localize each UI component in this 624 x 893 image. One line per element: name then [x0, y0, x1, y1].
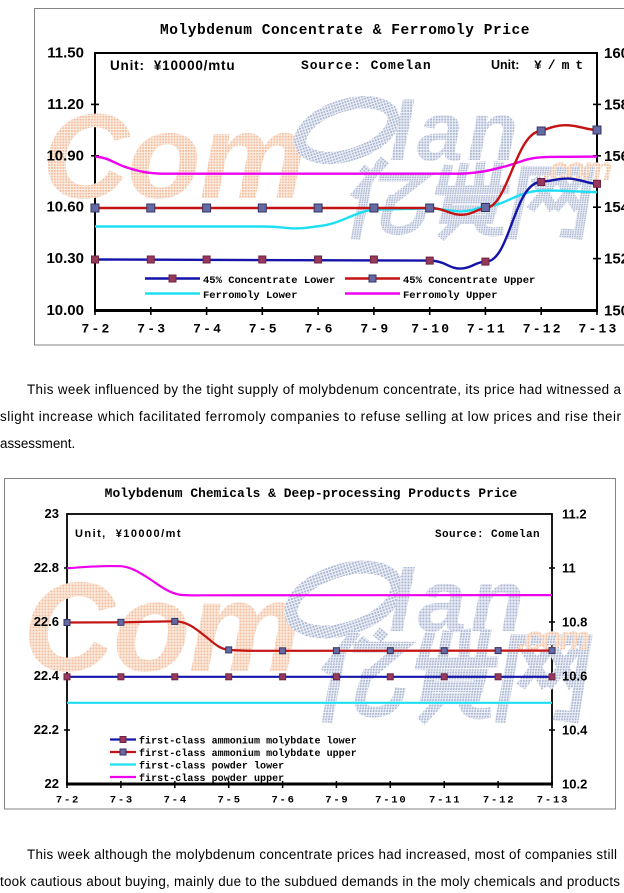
- svg-text:7-9: 7-9: [360, 322, 390, 337]
- svg-text:45% Concentrate Upper: 45% Concentrate Upper: [403, 275, 535, 287]
- svg-text:slight increase which facilita: slight increase which facilitated ferrom…: [0, 409, 622, 424]
- svg-text:7-5: 7-5: [218, 795, 242, 807]
- svg-text:7-13: 7-13: [537, 795, 569, 807]
- svg-text:158: 158: [604, 96, 624, 113]
- svg-text:¥/mt: ¥/mt: [534, 58, 589, 73]
- svg-text:Molybdenum Concentrate & Ferro: Molybdenum Concentrate & Ferromoly Price: [160, 23, 530, 39]
- svg-text:lan: lan: [389, 551, 528, 650]
- svg-text:7-12: 7-12: [483, 795, 515, 807]
- svg-text:first-class ammonium molybdate: first-class ammonium molybdate upper: [139, 748, 357, 760]
- svg-text:10.60: 10.60: [46, 199, 84, 216]
- svg-text:22.8: 22.8: [34, 560, 59, 575]
- svg-text:7-6: 7-6: [305, 322, 335, 337]
- svg-text:7-5: 7-5: [249, 322, 279, 337]
- svg-text:22.2: 22.2: [34, 722, 59, 737]
- svg-text:Unit:: Unit:: [491, 58, 526, 72]
- svg-text:7-3: 7-3: [110, 795, 134, 807]
- svg-text:Source: Comelan: Source: Comelan: [301, 58, 432, 73]
- svg-text:Source: Comelan: Source: Comelan: [435, 529, 540, 541]
- svg-text:11: 11: [562, 561, 576, 576]
- svg-text:10.6: 10.6: [562, 669, 587, 684]
- svg-text:Unit, ¥10000/mt: Unit, ¥10000/mt: [75, 528, 182, 540]
- svg-text:Com: Com: [42, 89, 305, 224]
- svg-text:took cautious about buying, ma: took cautious about buying, mainly due t…: [0, 874, 620, 889]
- svg-text:Molybdenum Chemicals & Deep-pr: Molybdenum Chemicals & Deep-processing P…: [105, 486, 518, 501]
- svg-text:10.30: 10.30: [46, 250, 84, 267]
- svg-text:7-2: 7-2: [81, 322, 111, 337]
- svg-text:11.2: 11.2: [562, 507, 587, 522]
- svg-text:22: 22: [45, 776, 59, 791]
- svg-text:10.4: 10.4: [562, 723, 588, 738]
- svg-text:first-class powder lower: first-class powder lower: [139, 760, 284, 772]
- svg-text:10.00: 10.00: [46, 302, 84, 319]
- svg-text:22.6: 22.6: [34, 614, 59, 629]
- svg-text:7-13: 7-13: [578, 322, 618, 337]
- svg-text:152: 152: [604, 251, 624, 268]
- svg-text:45% Concentrate Lower: 45% Concentrate Lower: [203, 275, 335, 287]
- svg-text:7-6: 7-6: [271, 795, 295, 807]
- svg-text:10.2: 10.2: [562, 777, 587, 792]
- svg-text:11.20: 11.20: [47, 96, 84, 113]
- svg-text:Ferromoly Upper: Ferromoly Upper: [403, 290, 498, 302]
- svg-text:7-12: 7-12: [523, 322, 563, 337]
- svg-text:7-11: 7-11: [429, 795, 461, 807]
- svg-text:23: 23: [45, 506, 59, 521]
- svg-text:7-2: 7-2: [56, 795, 80, 807]
- svg-text:22.4: 22.4: [34, 668, 60, 683]
- svg-text:This week although the molybde: This week although the molybdenum concen…: [27, 847, 617, 862]
- svg-text:10.8: 10.8: [562, 615, 587, 630]
- svg-text:7-9: 7-9: [325, 795, 349, 807]
- svg-text:11.50: 11.50: [47, 45, 84, 62]
- svg-text:154: 154: [604, 199, 624, 216]
- svg-text:156: 156: [604, 148, 624, 165]
- svg-text:7-10: 7-10: [411, 322, 451, 337]
- svg-text:7-3: 7-3: [137, 322, 167, 337]
- svg-text:150: 150: [604, 303, 624, 320]
- svg-text:first-class ammonium molybdate: first-class ammonium molybdate lower: [139, 735, 357, 747]
- svg-text:first-class powder upper: first-class powder upper: [139, 773, 284, 785]
- svg-text:7-11: 7-11: [467, 322, 507, 337]
- svg-text:7-4: 7-4: [193, 322, 223, 337]
- svg-text:Unit: ¥10000/mtu: Unit: ¥10000/mtu: [110, 58, 235, 73]
- svg-text:Ferromoly Lower: Ferromoly Lower: [203, 290, 298, 302]
- svg-text:7-10: 7-10: [375, 795, 407, 807]
- svg-text:10.90: 10.90: [46, 147, 84, 164]
- svg-text:160: 160: [604, 45, 624, 62]
- svg-text:This week influenced by the ti: This week influenced by the tight supply…: [27, 382, 622, 397]
- svg-text:7-4: 7-4: [164, 795, 188, 807]
- svg-text:assessment.: assessment.: [0, 436, 75, 451]
